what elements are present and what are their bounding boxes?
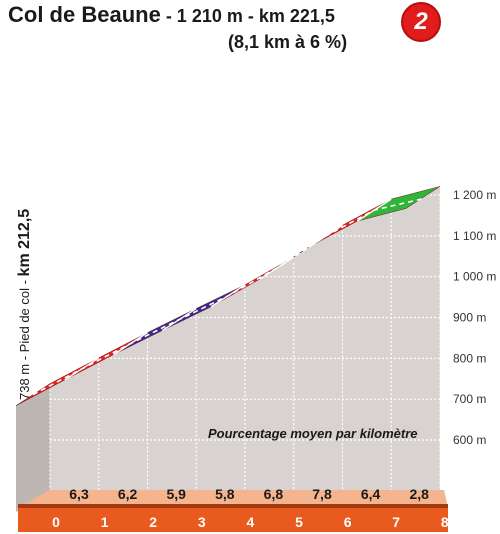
base-strip-edge: [18, 504, 448, 508]
y-tick-label: 700 m: [453, 392, 486, 406]
segment-divider: [356, 198, 392, 222]
gradient-value-label: 6,8: [264, 486, 284, 502]
x-tick-label: 4: [247, 514, 255, 530]
y-tick-label: 1 100 m: [453, 229, 496, 243]
category-badge: 2: [401, 2, 441, 42]
segment-divider: [210, 284, 246, 308]
profile-face: [50, 186, 440, 491]
base-strip-top: [18, 490, 448, 508]
x-tick-label: 6: [344, 514, 352, 530]
profile-side: [16, 383, 50, 512]
y-tick-label: 600 m: [453, 433, 486, 447]
gradient-value-label: 2,8: [409, 486, 429, 502]
gradient-value-label: 6,4: [361, 486, 381, 502]
x-tick-label: 8: [441, 514, 449, 530]
climb-subtitle: (8,1 km à 6 %): [228, 32, 348, 52]
gradient-value-label: 5,8: [215, 486, 235, 502]
x-tick-label: 2: [149, 514, 157, 530]
gradient-value-label: 6,3: [69, 486, 89, 502]
gradient-value-label: 5,9: [166, 486, 186, 502]
segment-divider: [308, 224, 343, 248]
start-label: 738 m - Pied de col - km 212,5: [16, 209, 34, 400]
segment-divider: [161, 307, 197, 332]
x-tick-label: 3: [198, 514, 206, 530]
climb-details: - 1 210 m - km 221,5: [160, 6, 335, 26]
y-tick-label: 1 200 m: [453, 188, 496, 202]
start-label-text: 738 m - Pied de col -: [17, 276, 32, 400]
segment-divider: [259, 256, 295, 280]
x-tick-label: 7: [392, 514, 400, 530]
x-tick-label: 1: [101, 514, 109, 530]
base-strip: [18, 508, 448, 532]
gradient-caption: Pourcentage moyen par kilomètre: [208, 426, 418, 441]
gradient-value-label: 7,8: [312, 486, 332, 502]
y-tick-label: 800 m: [453, 351, 486, 365]
start-label-km: km 212,5: [16, 208, 33, 277]
climb-title: Col de Beaune - 1 210 m - km 221,5: [8, 2, 335, 28]
gradient-value-label: 6,2: [118, 486, 138, 502]
x-tick-label: 5: [295, 514, 303, 530]
ribbon-centerline: [32, 197, 424, 396]
y-tick-label: 900 m: [453, 311, 486, 325]
segment-divider: [64, 357, 100, 381]
segment-divider: [113, 332, 148, 356]
climb-name: Col de Beaune: [8, 2, 161, 27]
y-tick-label: 1 000 m: [453, 270, 496, 284]
x-tick-label: 0: [52, 514, 60, 530]
